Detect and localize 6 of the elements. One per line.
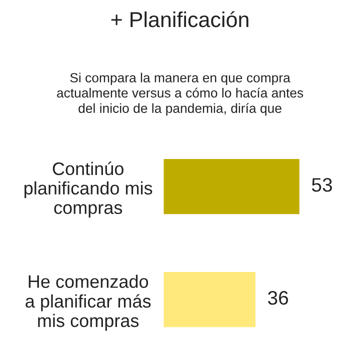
chart-subtitle: Si compara la manera en que compra actualmente versus a cómo lo hacía antes del inicio de la pandemia, diría que: [56, 72, 304, 116]
y-tick-label: Continúo planificando mis compras: [24, 162, 152, 218]
data-label: 36: [268, 290, 288, 305]
y-tick-label: He comenzado a planificar más mis compras: [26, 274, 151, 331]
chart-title: + Planificación: [111, 11, 248, 28]
data-label: 53: [312, 178, 332, 192]
